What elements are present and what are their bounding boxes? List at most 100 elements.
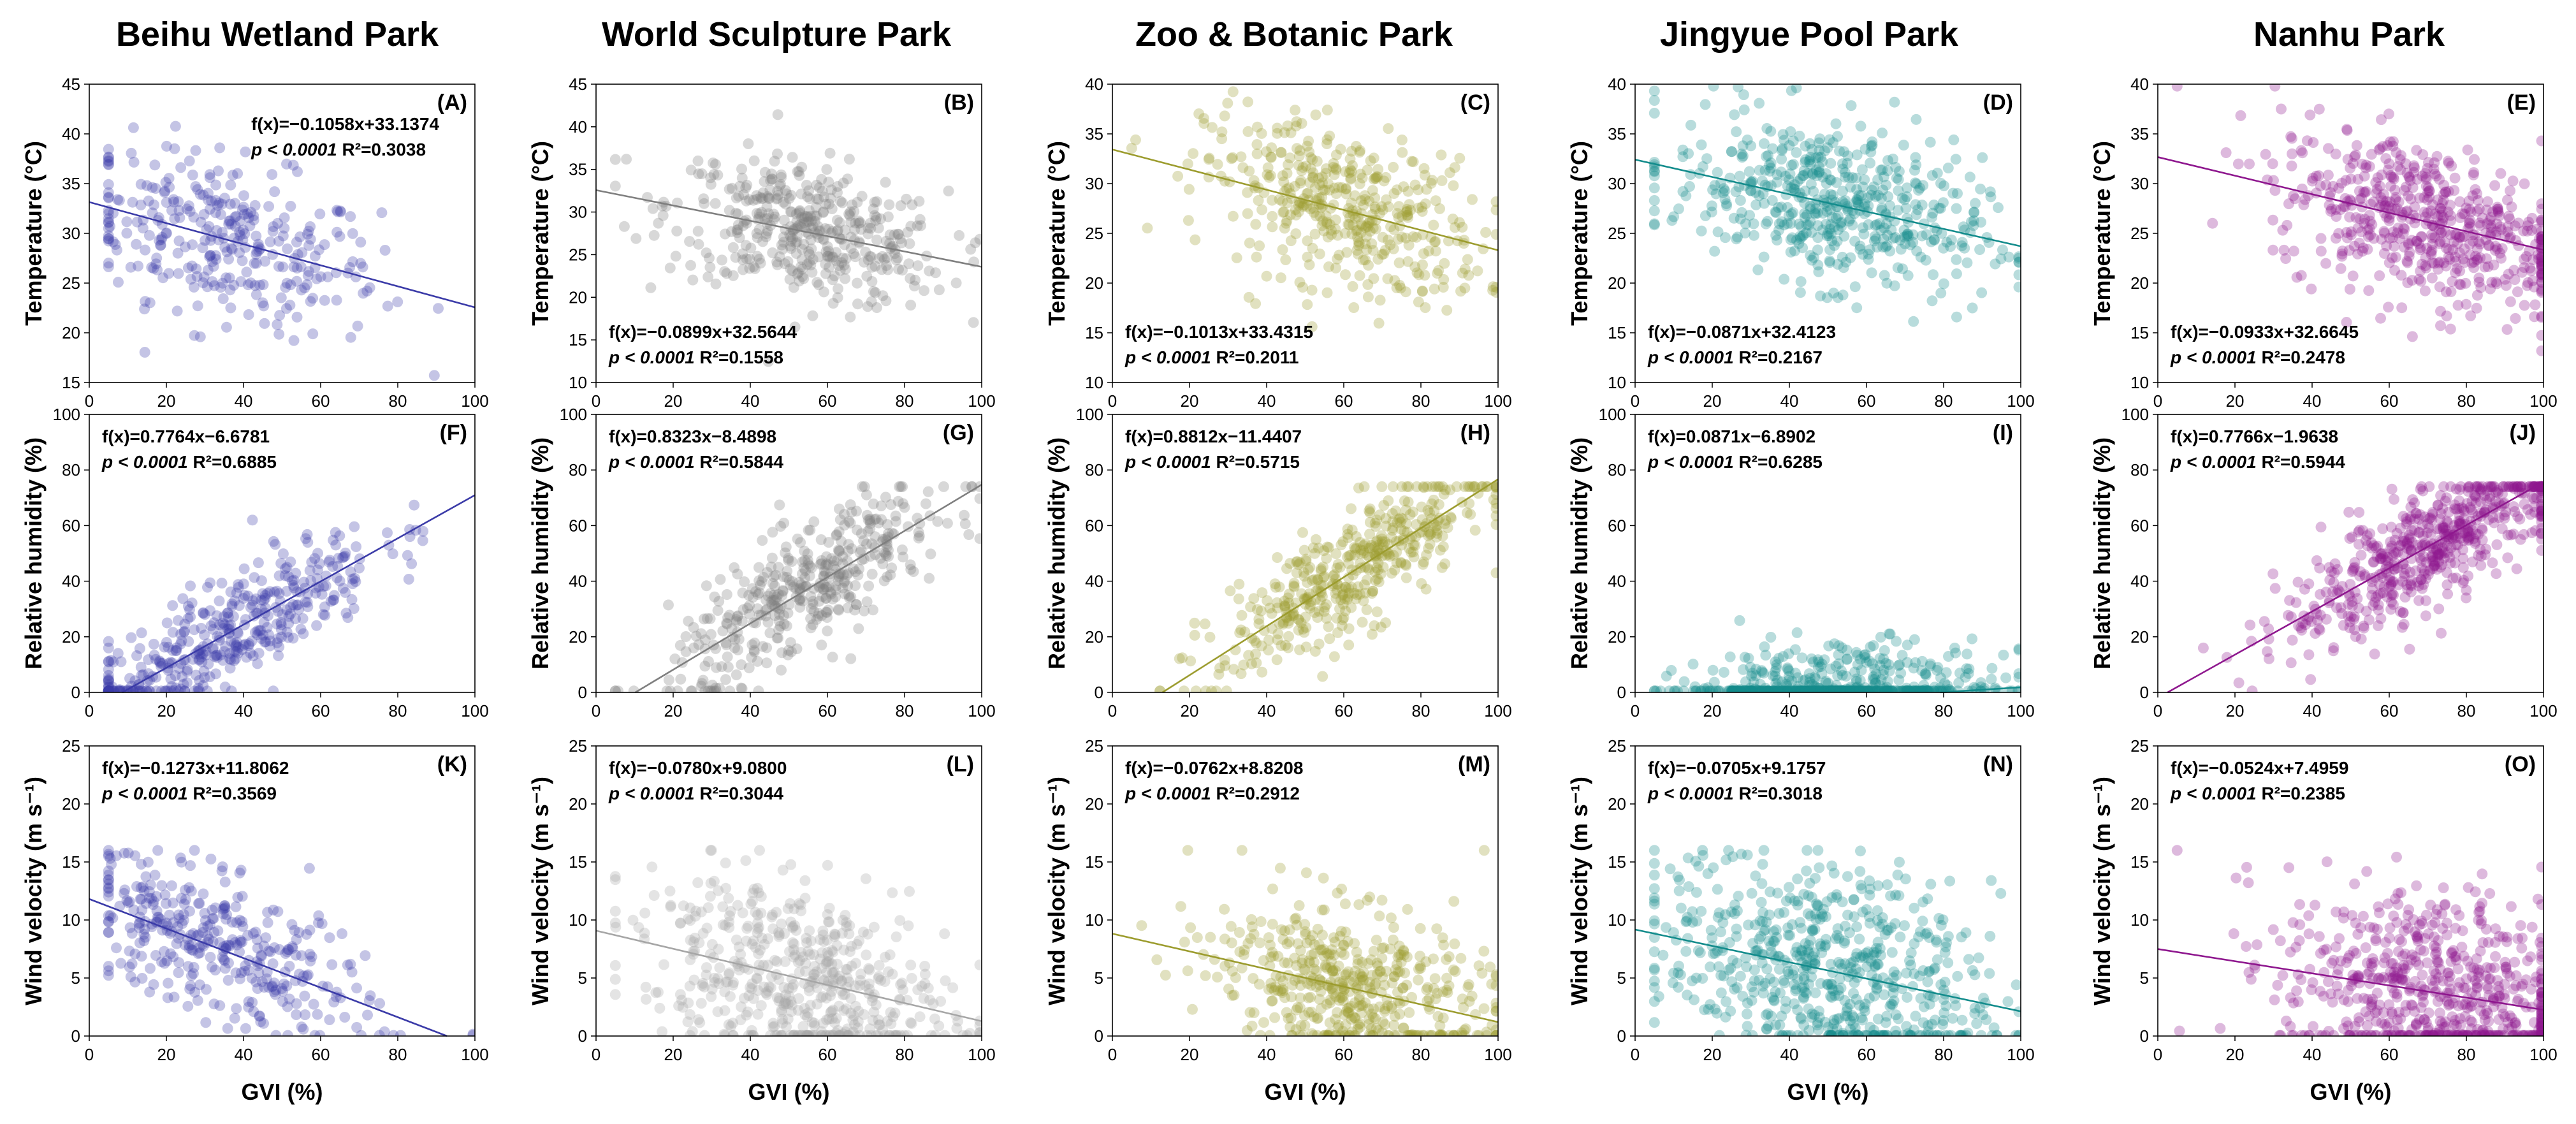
data-point (131, 216, 143, 228)
data-point (1295, 617, 1307, 629)
data-point (2421, 243, 2433, 254)
data-point (2315, 233, 2327, 244)
data-point (1814, 133, 1826, 145)
data-point (1961, 648, 1973, 660)
data-point (182, 262, 194, 274)
data-point (2454, 212, 2466, 223)
data-point (226, 598, 238, 609)
data-point (820, 258, 831, 270)
data-point (1672, 685, 1683, 692)
data-point (1849, 281, 1861, 293)
data-point (1330, 593, 1342, 604)
data-point (1851, 196, 1862, 208)
data-point (869, 210, 880, 221)
data-point (1490, 502, 1498, 514)
data-point (280, 303, 292, 314)
data-point (1802, 168, 1814, 179)
data-point (1837, 158, 1848, 170)
data-point (1976, 217, 1986, 228)
data-point (2349, 151, 2361, 162)
data-point (1343, 639, 1355, 651)
data-point (1787, 159, 1799, 170)
data-point (1754, 678, 1766, 690)
park-title: Jingyue Pool Park (1660, 15, 1959, 54)
data-point (2432, 194, 2443, 205)
data-point (1878, 664, 1889, 676)
data-point (811, 614, 822, 625)
data-point (242, 279, 254, 291)
data-point (2381, 240, 2392, 252)
data-point (267, 226, 279, 237)
data-point (1350, 225, 1362, 237)
data-point (1648, 170, 1660, 182)
data-point (236, 255, 248, 266)
data-point (1488, 494, 1498, 506)
data-point (2341, 232, 2353, 244)
data-point (273, 588, 285, 599)
data-point (1320, 210, 1332, 222)
data-point (968, 317, 979, 328)
data-points (2171, 84, 2543, 356)
y-tick-label: 20 (1085, 627, 1103, 646)
data-point (1852, 681, 1863, 692)
data-point (2315, 522, 2327, 533)
y-tick-label: 40 (569, 572, 587, 591)
data-point (893, 263, 904, 275)
regression-stats: p < 0.0001 R²=0.3038 (251, 140, 426, 159)
data-point (732, 568, 743, 580)
data-point (1416, 514, 1428, 525)
data-point (959, 518, 971, 530)
data-point (1783, 174, 1794, 186)
data-point (2474, 238, 2485, 250)
data-point (804, 256, 815, 268)
data-point (1340, 605, 1351, 617)
data-point (1290, 204, 1301, 215)
data-point (1877, 128, 1888, 139)
data-point (1745, 140, 1757, 152)
data-point (2464, 217, 2475, 228)
data-point (2454, 265, 2466, 277)
data-point (224, 272, 235, 284)
data-point (1956, 237, 1968, 248)
data-point (1777, 651, 1789, 662)
data-point (1279, 600, 1290, 611)
data-point (1358, 579, 1370, 590)
data-point (762, 213, 773, 224)
data-point (277, 230, 289, 242)
data-point (167, 645, 178, 656)
y-tick-label: 40 (2130, 572, 2149, 591)
data-point (1300, 641, 1312, 653)
data-point (2445, 323, 2456, 335)
data-point (251, 289, 262, 300)
data-point (107, 685, 119, 692)
data-point (2526, 265, 2537, 277)
data-point (938, 481, 949, 492)
data-point (103, 143, 114, 155)
data-point (1352, 231, 1364, 243)
data-point (861, 270, 873, 282)
data-point (870, 261, 881, 272)
data-point (1952, 188, 1963, 199)
data-point (2413, 238, 2424, 249)
data-point (287, 580, 299, 591)
data-point (736, 683, 748, 692)
data-point (1766, 180, 1777, 191)
data-point (1794, 131, 1805, 142)
data-point (2375, 553, 2386, 565)
data-point (862, 525, 874, 537)
data-point (187, 170, 198, 180)
data-point (196, 652, 207, 663)
data-point (760, 594, 772, 606)
data-point (1761, 685, 1772, 692)
y-tick-label: 45 (62, 75, 80, 94)
data-point (1824, 685, 1836, 692)
data-point (2473, 203, 2485, 215)
data-point (1967, 302, 1978, 314)
x-tick-label: 60 (1858, 701, 1876, 720)
data-point (1446, 513, 1457, 524)
data-point (1432, 528, 1443, 539)
data-point (1432, 481, 1444, 492)
data-point (1754, 190, 1765, 201)
data-point (828, 555, 840, 567)
